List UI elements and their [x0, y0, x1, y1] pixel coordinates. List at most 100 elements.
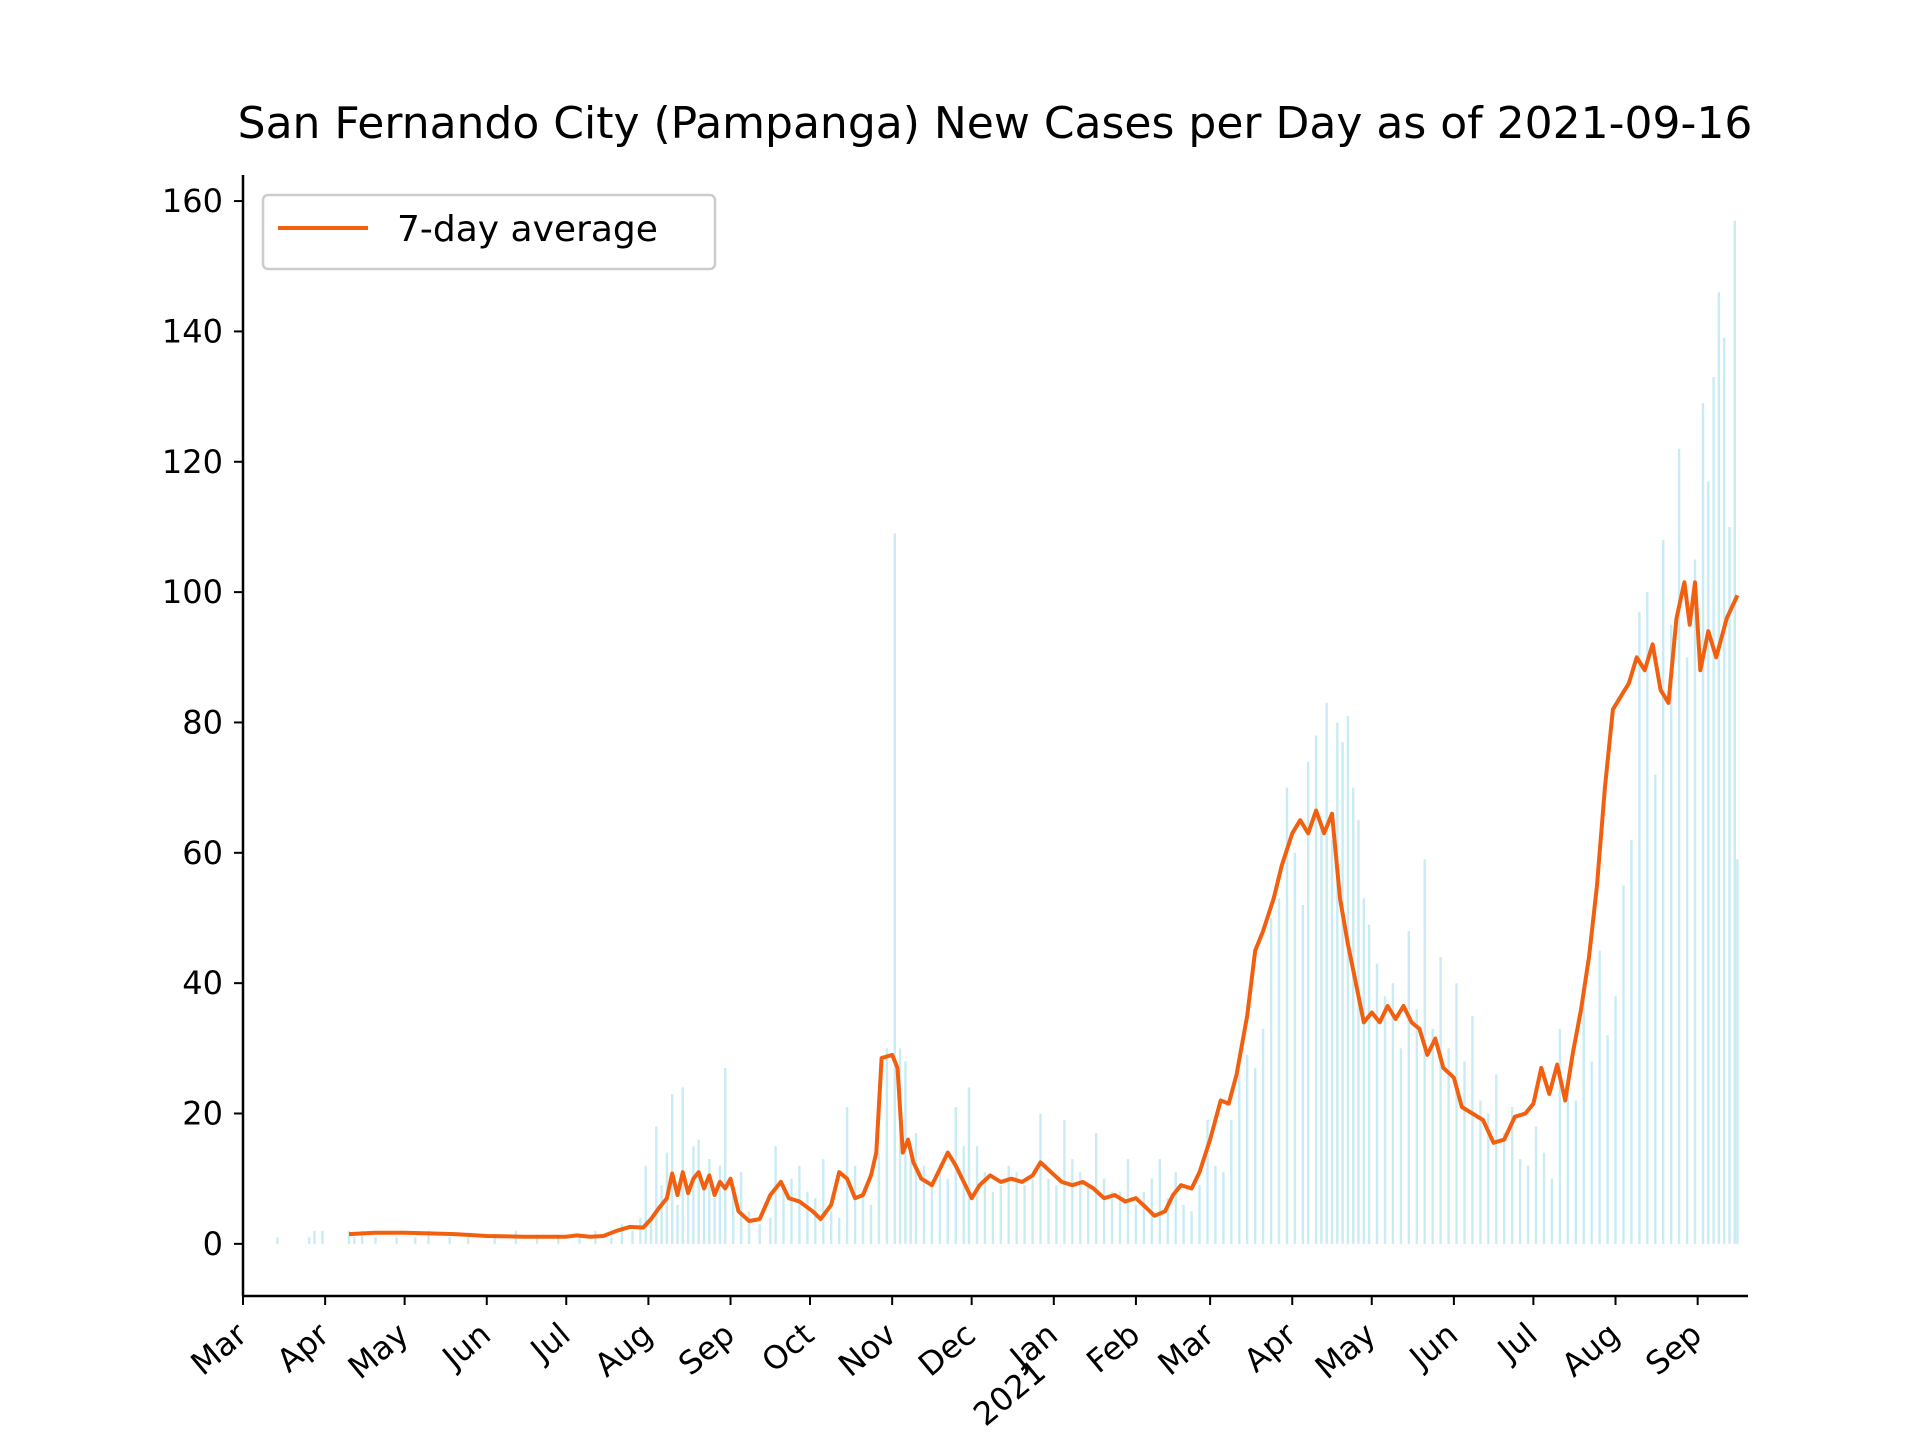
x-tick-label: May	[1308, 1315, 1383, 1387]
x-tick-label: Nov	[831, 1315, 903, 1384]
daily-bar	[1717, 292, 1721, 1244]
daily-bar	[877, 1152, 881, 1244]
daily-bar	[681, 1087, 684, 1244]
daily-bar	[1015, 1172, 1018, 1244]
daily-bar	[1301, 905, 1305, 1244]
daily-bar	[671, 1094, 674, 1244]
daily-bar	[1110, 1191, 1114, 1244]
daily-bars	[276, 220, 1739, 1244]
daily-bar	[1606, 1035, 1609, 1244]
daily-bar	[631, 1230, 634, 1244]
daily-bar	[1471, 1015, 1474, 1244]
daily-bar	[1542, 1152, 1546, 1244]
daily-bar	[904, 1061, 907, 1244]
daily-bar	[1007, 1165, 1010, 1244]
daily-bar	[1055, 1185, 1058, 1244]
daily-bar	[313, 1230, 316, 1244]
daily-bar	[692, 1146, 695, 1244]
daily-bar	[557, 1237, 560, 1244]
daily-bar	[448, 1237, 451, 1244]
daily-bar	[999, 1185, 1002, 1244]
daily-bar	[898, 1048, 902, 1244]
daily-bar	[1031, 1178, 1034, 1244]
x-tick-label: Apr	[1237, 1314, 1304, 1379]
daily-bar	[1352, 787, 1355, 1244]
daily-bar	[493, 1237, 496, 1244]
daily-bar	[1662, 540, 1665, 1244]
x-tick-label: Jul	[1489, 1315, 1545, 1370]
daily-bar	[1723, 337, 1726, 1244]
daily-bar	[361, 1230, 364, 1244]
daily-bar	[1367, 924, 1371, 1244]
x-tick-label: Dec	[911, 1315, 983, 1384]
y-tick-label: 140	[162, 312, 223, 350]
daily-bar	[1677, 448, 1681, 1244]
daily-bar	[1503, 1133, 1506, 1244]
daily-bar	[697, 1139, 700, 1244]
daily-bar	[991, 1191, 995, 1244]
y-tick-label: 40	[182, 964, 223, 1002]
daily-bar	[1646, 592, 1649, 1244]
daily-bar	[1314, 735, 1318, 1244]
x-tick-label: Sep	[671, 1315, 742, 1383]
daily-bar	[806, 1191, 809, 1244]
daily-bar	[758, 1224, 761, 1244]
daily-bar	[962, 1146, 965, 1244]
daily-bar	[535, 1237, 539, 1244]
x-tick-label: Aug	[1554, 1315, 1626, 1384]
daily-bar	[1023, 1185, 1026, 1244]
daily-bar	[610, 1237, 613, 1244]
daily-bar	[1566, 1080, 1569, 1244]
daily-bar	[893, 533, 896, 1244]
daily-bar	[798, 1165, 801, 1244]
daily-bar	[930, 1185, 934, 1244]
daily-bar	[1222, 1172, 1225, 1244]
daily-bar	[1558, 1028, 1562, 1244]
daily-bar	[1733, 220, 1736, 1244]
daily-bar	[1166, 1198, 1169, 1244]
daily-bar	[1206, 1120, 1209, 1244]
daily-bar	[1357, 820, 1360, 1244]
y-tick-label: 120	[162, 443, 223, 481]
daily-bar	[830, 1211, 833, 1244]
daily-bar	[1736, 859, 1739, 1244]
daily-bar	[427, 1230, 430, 1244]
daily-bar	[938, 1172, 942, 1244]
daily-bar	[655, 1126, 658, 1244]
daily-bar	[814, 1198, 817, 1244]
daily-bar	[861, 1191, 865, 1244]
x-tick-label: Jul	[522, 1315, 578, 1370]
daily-bar	[1526, 1165, 1530, 1244]
daily-bar	[276, 1237, 279, 1244]
x-tick-label: Jun	[434, 1315, 498, 1378]
y-tick-label: 80	[182, 703, 223, 741]
daily-bar	[967, 1087, 971, 1244]
legend-label: 7-day average	[397, 209, 658, 250]
daily-bar	[1439, 957, 1442, 1244]
daily-bar	[1230, 1120, 1233, 1244]
daily-bar	[774, 1146, 777, 1244]
daily-bar	[1198, 1185, 1201, 1244]
chart-title: San Fernando City (Pampanga) New Cases p…	[237, 98, 1753, 149]
daily-bar	[1330, 839, 1334, 1244]
daily-bar	[1463, 1061, 1466, 1244]
daily-bar	[1134, 1204, 1138, 1244]
daily-bar	[1712, 377, 1715, 1244]
daily-bar	[1246, 1054, 1249, 1244]
daily-bar	[1269, 918, 1273, 1244]
daily-bar	[347, 1230, 351, 1244]
daily-bar	[732, 1185, 735, 1244]
daily-bar	[713, 1198, 716, 1244]
daily-bar	[639, 1217, 642, 1244]
daily-bar	[1254, 1067, 1257, 1244]
daily-bar	[845, 1107, 849, 1244]
x-tick-label: Aug	[587, 1315, 659, 1384]
x-tick-label: Sep	[1638, 1315, 1709, 1383]
daily-bar	[1118, 1191, 1122, 1244]
daily-bar	[1487, 1113, 1490, 1244]
daily-bar	[1214, 1165, 1217, 1244]
daily-bar	[1341, 742, 1344, 1244]
daily-bar	[790, 1178, 793, 1244]
daily-bar	[1346, 715, 1350, 1244]
